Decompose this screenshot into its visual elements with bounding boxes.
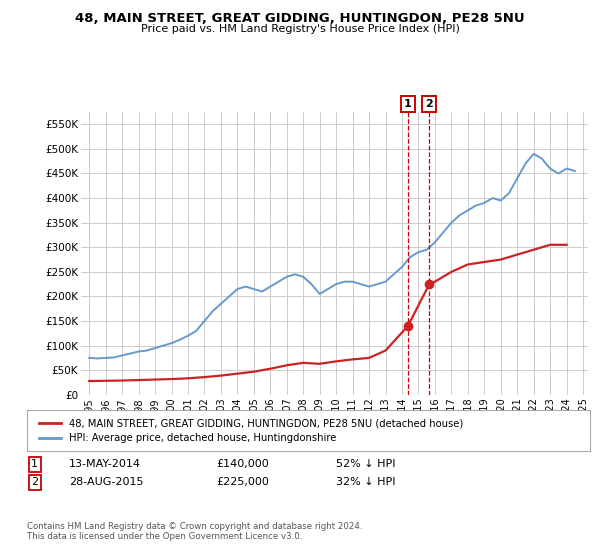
Text: 2: 2 [31,477,38,487]
Text: 52% ↓ HPI: 52% ↓ HPI [336,459,395,469]
Text: 28-AUG-2015: 28-AUG-2015 [69,477,143,487]
Text: 48, MAIN STREET, GREAT GIDDING, HUNTINGDON, PE28 5NU: 48, MAIN STREET, GREAT GIDDING, HUNTINGD… [75,12,525,25]
Legend: 48, MAIN STREET, GREAT GIDDING, HUNTINGDON, PE28 5NU (detached house), HPI: Aver: 48, MAIN STREET, GREAT GIDDING, HUNTINGD… [35,414,467,447]
Text: 1: 1 [404,99,412,109]
Text: 1: 1 [31,459,38,469]
Text: Contains HM Land Registry data © Crown copyright and database right 2024.
This d: Contains HM Land Registry data © Crown c… [27,522,362,542]
Text: Price paid vs. HM Land Registry's House Price Index (HPI): Price paid vs. HM Land Registry's House … [140,24,460,34]
Text: 13-MAY-2014: 13-MAY-2014 [69,459,141,469]
Text: £140,000: £140,000 [216,459,269,469]
Text: £225,000: £225,000 [216,477,269,487]
Text: 2: 2 [425,99,433,109]
Text: 32% ↓ HPI: 32% ↓ HPI [336,477,395,487]
